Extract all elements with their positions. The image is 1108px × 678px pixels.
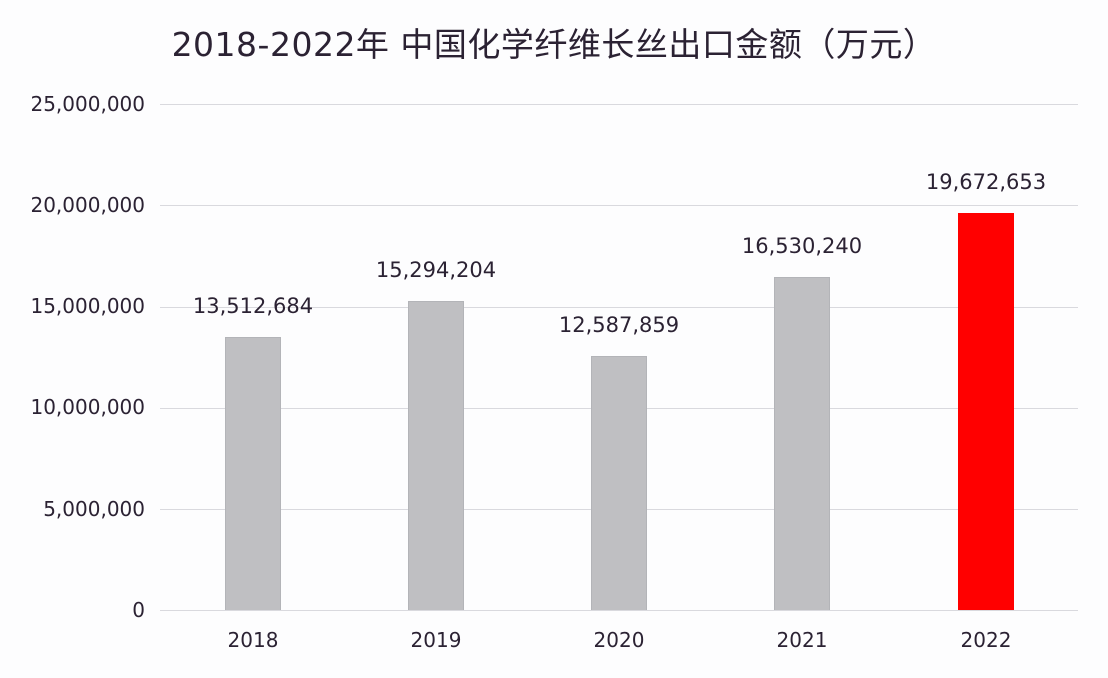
x-axis-line: [160, 610, 1078, 611]
plot-area: 13,512,684 15,294,204 12,587,859 16,530,…: [160, 104, 1078, 611]
x-tick-2018: 2018: [227, 628, 279, 652]
y-tick-0: 0: [132, 598, 145, 622]
bar-2018: [225, 337, 281, 610]
gridline: [160, 104, 1078, 105]
x-tick-2020: 2020: [593, 628, 645, 652]
x-tick-2022: 2022: [960, 628, 1012, 652]
data-label-2022: 19,672,653: [925, 170, 1047, 194]
gridline: [160, 307, 1078, 308]
y-tick-15m: 15,000,000: [30, 294, 145, 318]
y-tick-5m: 5,000,000: [43, 497, 145, 521]
y-tick-10m: 10,000,000: [30, 395, 145, 419]
data-label-2020: 12,587,859: [558, 313, 680, 337]
gridline: [160, 205, 1078, 206]
bar-2022: [958, 213, 1014, 610]
data-label-2021: 16,530,240: [741, 234, 863, 258]
chart-title: 2018-2022年 中国化学纤维长丝出口金额（万元）: [171, 25, 937, 64]
x-tick-2019: 2019: [410, 628, 462, 652]
x-tick-2021: 2021: [776, 628, 828, 652]
y-tick-20m: 20,000,000: [30, 193, 145, 217]
bar-2019: [408, 301, 464, 610]
data-label-2019: 15,294,204: [375, 258, 497, 282]
y-tick-25m: 25,000,000: [30, 92, 145, 116]
bar-2020: [591, 356, 647, 610]
data-label-2018: 13,512,684: [192, 294, 314, 318]
bar-2021: [774, 277, 830, 610]
